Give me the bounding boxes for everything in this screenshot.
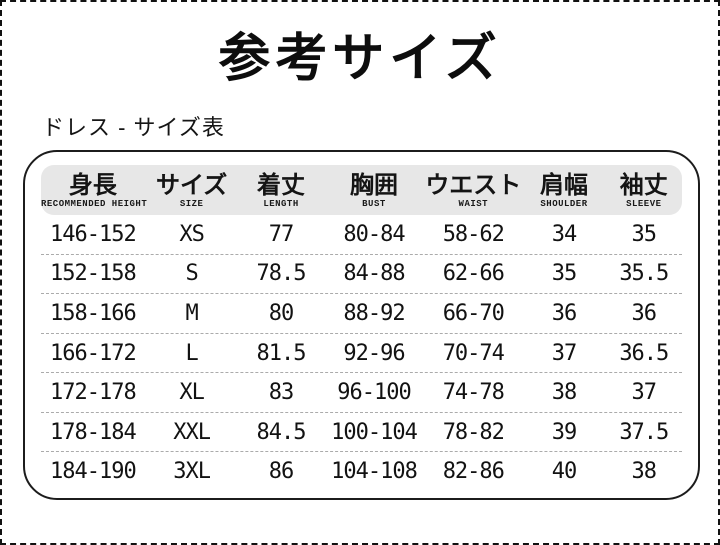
table-row-3xl: 184-190 3XL 86 104-108 82-86 40 38	[41, 451, 682, 491]
header-cell-waist: ウエスト WAIST	[424, 171, 522, 209]
header-jp-label: 肩幅	[540, 171, 588, 199]
table-cell: 58-62	[442, 221, 505, 247]
table-cell: S	[185, 261, 198, 287]
header-jp-label: ウエスト	[425, 171, 522, 199]
header-en-label: LENGTH	[263, 199, 299, 209]
table-row-xl: 172-178 XL 83 96-100 74-78 38 37	[41, 372, 682, 412]
table-cell: 86	[268, 459, 295, 485]
header-jp-label: 袖丈	[619, 171, 668, 199]
table-cell: 82-86	[442, 459, 505, 485]
table-cell: 38	[631, 459, 658, 485]
table-cell: 37	[551, 340, 578, 366]
header-cell-height: 身長 RECOMMENDED HEIGHT	[41, 171, 148, 209]
header-en-label: SHOULDER	[540, 199, 588, 209]
header-en-label: BUST	[362, 199, 386, 209]
table-cell: 36	[631, 300, 658, 326]
header-jp-label: サイズ	[155, 171, 228, 199]
header-en-label: SIZE	[179, 199, 204, 209]
table-cell: 81.5	[256, 340, 307, 366]
table-cell: 158-166	[50, 300, 137, 326]
header-jp-label: 着丈	[257, 171, 306, 199]
table-cell: XS	[179, 221, 204, 247]
table-cell: 100-104	[331, 419, 418, 445]
table-cell: 74-78	[442, 380, 505, 406]
table-cell: 36	[551, 300, 578, 326]
table-cell: 37.5	[619, 419, 669, 445]
table-cell: 84-88	[343, 261, 405, 287]
table-cell: 40	[551, 459, 578, 485]
table-cell: 77	[268, 221, 295, 247]
table-cell: XL	[179, 380, 204, 406]
table-cell: 78-82	[442, 419, 505, 445]
table-cell: 88-92	[343, 300, 405, 326]
table-cell: 84.5	[256, 419, 307, 445]
page-title: 参考サイズ	[218, 29, 502, 89]
table-cell: L	[185, 340, 198, 366]
table-cell: 83	[268, 380, 295, 406]
header-en-label: RECOMMENDED HEIGHT	[41, 199, 148, 209]
table-cell: 104-108	[331, 459, 418, 485]
table-body: 146-152 XS 77 80-84 58-62 34 35 152-158 …	[41, 215, 682, 491]
table-cell: 34	[551, 221, 578, 247]
table-cell: M	[185, 300, 198, 326]
table-cell: 35	[551, 261, 578, 287]
table-cell: 178-184	[50, 419, 137, 445]
size-table: 身長 RECOMMENDED HEIGHT サイズ SIZE 着丈 LENGTH…	[23, 150, 700, 500]
header-en-label: SLEEVE	[626, 199, 662, 209]
table-cell: 152-158	[50, 261, 137, 287]
table-cell: 36.5	[619, 340, 669, 366]
table-cell: 62-66	[442, 261, 505, 287]
table-cell: 38	[551, 380, 578, 406]
table-row-m: 158-166 M 80 88-92 66-70 36 36	[41, 293, 682, 333]
table-cell: 80-84	[343, 221, 405, 247]
header-cell-length: 着丈 LENGTH	[238, 171, 323, 209]
header-cell-bust: 胸囲 BUST	[324, 171, 425, 209]
header-jp-label: 胸囲	[349, 171, 398, 199]
table-cell: XXL	[173, 419, 211, 445]
table-cell: 37	[631, 380, 658, 406]
table-header: 身長 RECOMMENDED HEIGHT サイズ SIZE 着丈 LENGTH…	[41, 165, 682, 215]
header-en-label: WAIST	[458, 199, 489, 209]
section-label-dress-size-chart: ドレス - サイズ表	[42, 115, 225, 140]
header-cell-shoulder: 肩幅 SHOULDER	[522, 171, 605, 209]
table-cell: 92-96	[343, 340, 405, 366]
table-cell: 184-190	[50, 459, 137, 485]
table-row-s: 152-158 S 78.5 84-88 62-66 35 35.5	[41, 253, 682, 294]
table-cell: 3XL	[173, 459, 211, 485]
table-cell: 39	[551, 419, 578, 445]
header-jp-label: 身長	[68, 171, 117, 199]
header-cell-size: サイズ SIZE	[145, 171, 239, 209]
table-cell: 78.5	[256, 261, 307, 287]
table-row-xs: 146-152 XS 77 80-84 58-62 34 35	[41, 215, 682, 254]
table-row-xxl: 178-184 XXL 84.5 100-104 78-82 39 37.5	[41, 411, 682, 452]
table-cell: 35.5	[619, 261, 669, 287]
table-cell: 166-172	[50, 340, 137, 366]
table-cell: 70-74	[442, 340, 505, 366]
table-cell: 172-178	[50, 380, 137, 406]
table-cell: 80	[268, 300, 295, 326]
header-cell-sleeve: 袖丈 SLEEVE	[606, 171, 682, 209]
table-row-l: 166-172 L 81.5 92-96 70-74 37 36.5	[41, 332, 682, 373]
table-cell: 96-100	[337, 380, 411, 406]
table-cell: 35	[631, 221, 658, 247]
table-cell: 146-152	[50, 221, 137, 247]
table-cell: 66-70	[442, 300, 505, 326]
